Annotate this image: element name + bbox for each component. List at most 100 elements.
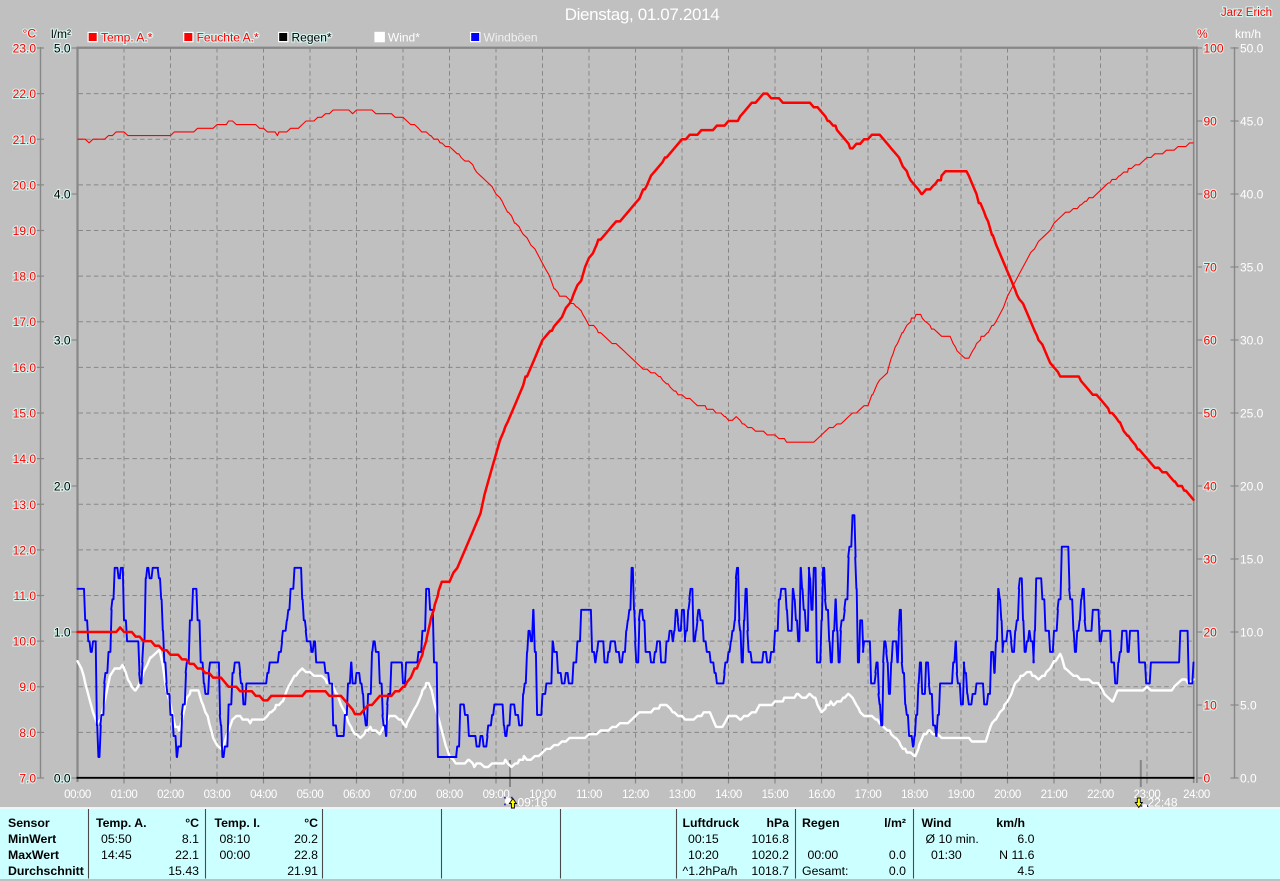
svg-text:100: 100: [1204, 42, 1224, 56]
svg-text:09:00: 09:00: [483, 789, 510, 801]
svg-text:l/m²: l/m²: [51, 27, 71, 41]
svg-text:00:15: 00:15: [688, 832, 719, 846]
svg-text:35.0: 35.0: [1240, 261, 1264, 275]
svg-text:21:00: 21:00: [1041, 789, 1068, 801]
svg-text:80: 80: [1204, 188, 1218, 202]
svg-text:MaxWert: MaxWert: [8, 848, 59, 862]
svg-text:12.0: 12.0: [13, 543, 37, 557]
svg-text:10.0: 10.0: [13, 635, 37, 649]
svg-text:1018.7: 1018.7: [751, 864, 789, 878]
svg-text:10:00: 10:00: [529, 789, 556, 801]
svg-text:8.0: 8.0: [19, 726, 36, 740]
svg-text:14.0: 14.0: [13, 452, 37, 466]
svg-text:9.0: 9.0: [19, 680, 36, 694]
svg-text:N 11.6: N 11.6: [999, 848, 1034, 862]
svg-text:23.0: 23.0: [13, 42, 37, 56]
svg-text:02:00: 02:00: [157, 789, 184, 801]
svg-text:10.0: 10.0: [1240, 626, 1264, 640]
svg-text:16.0: 16.0: [13, 361, 37, 375]
svg-text:11.0: 11.0: [14, 589, 37, 603]
svg-text:0: 0: [1204, 772, 1211, 786]
svg-text:10: 10: [1204, 699, 1218, 713]
svg-text:15:00: 15:00: [762, 789, 789, 801]
svg-text:Dienstag, 01.07.2014: Dienstag, 01.07.2014: [565, 5, 720, 24]
svg-text:30.0: 30.0: [1240, 334, 1264, 348]
svg-text:20: 20: [1204, 626, 1218, 640]
svg-text:13.0: 13.0: [13, 498, 37, 512]
svg-text:2.0: 2.0: [54, 480, 71, 494]
svg-text:°C: °C: [304, 816, 318, 830]
svg-text:01:00: 01:00: [111, 789, 138, 801]
svg-text:4.5: 4.5: [1017, 864, 1034, 878]
svg-text:Windböen: Windböen: [484, 31, 538, 45]
svg-text:2.0: 2.0: [54, 480, 71, 494]
svg-text:70: 70: [1204, 261, 1218, 275]
svg-text:05:50: 05:50: [101, 832, 132, 846]
svg-text:9.0: 9.0: [19, 680, 36, 694]
svg-text:°C: °C: [23, 27, 37, 41]
svg-text:6.0: 6.0: [1017, 832, 1034, 846]
svg-text:Temp. A.: Temp. A.: [96, 816, 147, 830]
svg-text:Gesamt:: Gesamt:: [802, 864, 848, 878]
svg-text:70: 70: [1204, 261, 1218, 275]
svg-text:15.43: 15.43: [168, 864, 199, 878]
svg-text:07:00: 07:00: [390, 789, 417, 801]
svg-text:Wind: Wind: [922, 816, 952, 830]
svg-text:3.0: 3.0: [54, 334, 71, 348]
svg-text:90: 90: [1204, 115, 1218, 129]
svg-text:1.0: 1.0: [54, 626, 71, 640]
svg-text:50: 50: [1204, 407, 1218, 421]
svg-text:08:10: 08:10: [220, 832, 251, 846]
svg-text:18.0: 18.0: [13, 270, 37, 284]
svg-text:04:00: 04:00: [250, 789, 277, 801]
svg-text:17:00: 17:00: [855, 789, 882, 801]
svg-text:Sensor: Sensor: [8, 816, 50, 830]
svg-text:21.0: 21.0: [13, 133, 37, 147]
svg-text:22:00: 22:00: [1087, 789, 1114, 801]
svg-text:23.0: 23.0: [13, 42, 37, 56]
svg-text:15.0: 15.0: [13, 407, 37, 421]
svg-text:22.0: 22.0: [13, 87, 37, 101]
svg-text:11.0: 11.0: [14, 589, 37, 603]
svg-text:19.0: 19.0: [13, 224, 37, 238]
svg-text:Wind*: Wind*: [388, 31, 420, 45]
svg-text:l/m²: l/m²: [884, 816, 906, 830]
svg-text:Feuchte A.*: Feuchte A.*: [197, 31, 259, 45]
svg-text:14:00: 14:00: [715, 789, 742, 801]
svg-text:45.0: 45.0: [1240, 115, 1264, 129]
svg-text:21.0: 21.0: [13, 133, 37, 147]
svg-text:20.2: 20.2: [294, 832, 318, 846]
svg-text:10: 10: [1204, 699, 1218, 713]
svg-text:1016.8: 1016.8: [751, 832, 789, 846]
svg-text:22.0: 22.0: [13, 87, 37, 101]
svg-text:0: 0: [1204, 772, 1211, 786]
svg-text:7.0: 7.0: [19, 772, 36, 786]
svg-text:km/h: km/h: [1235, 27, 1261, 41]
svg-text:1.0: 1.0: [54, 626, 71, 640]
svg-text:4.0: 4.0: [54, 188, 71, 202]
svg-text:0.0: 0.0: [889, 848, 906, 862]
svg-text:01:30: 01:30: [931, 848, 962, 862]
svg-text:0.0: 0.0: [54, 772, 71, 786]
svg-text:0.0: 0.0: [54, 772, 71, 786]
svg-text:20.0: 20.0: [1240, 480, 1264, 494]
svg-text:Temp. A.*: Temp. A.*: [101, 31, 153, 45]
svg-text:20:00: 20:00: [994, 789, 1021, 801]
svg-text:40: 40: [1204, 480, 1218, 494]
svg-text:Ø 10 min.: Ø 10 min.: [926, 832, 979, 846]
svg-text:18.0: 18.0: [13, 270, 37, 284]
svg-text:11:00: 11:00: [576, 789, 602, 801]
svg-text:40.0: 40.0: [1240, 188, 1264, 202]
svg-text:40: 40: [1204, 480, 1218, 494]
svg-text:06:00: 06:00: [343, 789, 370, 801]
svg-text:°C: °C: [185, 816, 199, 830]
svg-text:10:20: 10:20: [688, 848, 719, 862]
svg-text:5.0: 5.0: [1240, 699, 1257, 713]
svg-text:%: %: [1197, 27, 1208, 41]
svg-text:Jarz Erich: Jarz Erich: [1221, 7, 1272, 19]
svg-text:13:00: 13:00: [669, 789, 696, 801]
svg-text:Jarz Erich: Jarz Erich: [1221, 7, 1272, 19]
svg-text:24:00: 24:00: [1183, 789, 1210, 801]
svg-text:19.0: 19.0: [13, 224, 37, 238]
svg-text:19:00: 19:00: [948, 789, 975, 801]
